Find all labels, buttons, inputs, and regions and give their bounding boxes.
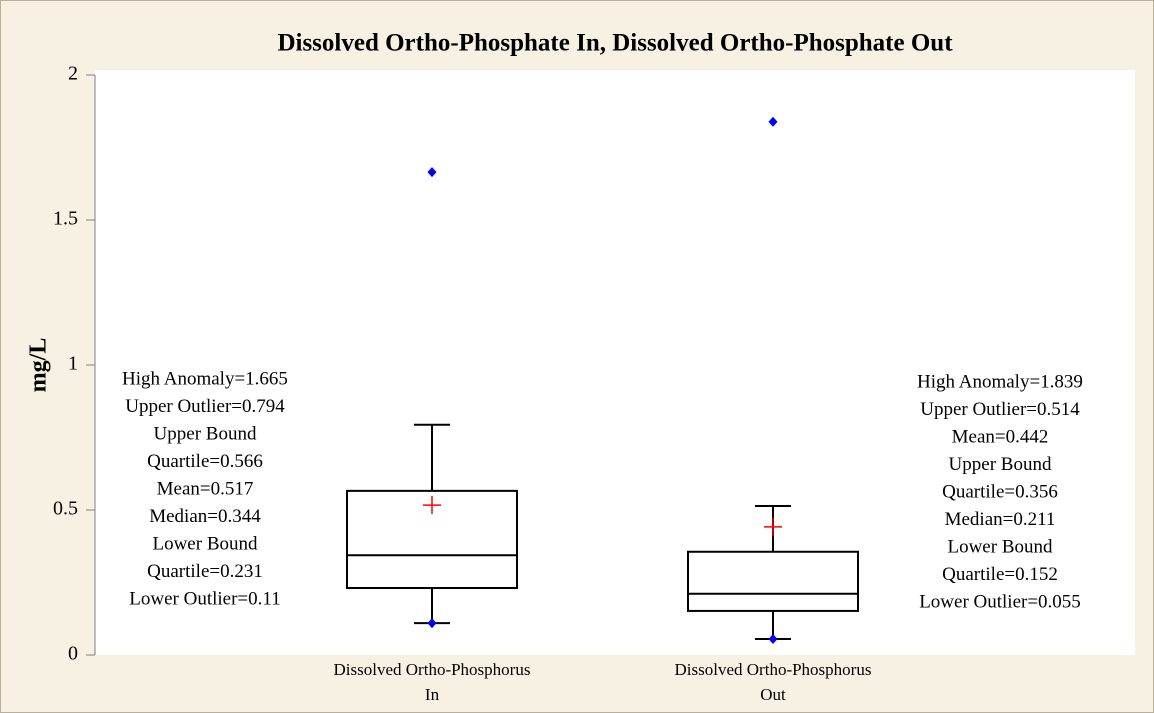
annotation: Median=0.344: [149, 506, 261, 527]
y-axis-label: mg/L: [26, 338, 52, 393]
annotation: Upper Bound: [154, 423, 257, 444]
x-tick-label: Dissolved Ortho-Phosphorus In: [333, 660, 531, 704]
y-tick-label: 2: [68, 63, 78, 85]
y-tick-label: 1: [68, 353, 78, 375]
annotation: Upper Outlier=0.794: [125, 396, 285, 417]
annotation: High Anomaly=1.665: [122, 368, 288, 389]
x-tick-label: Dissolved Ortho-Phosphorus Out: [674, 660, 872, 704]
mean-marker: [423, 496, 441, 515]
annotation: Upper Outlier=0.514: [920, 399, 1080, 420]
y-tick-label: 1.5: [53, 208, 78, 230]
point: [768, 116, 778, 127]
annotation: Mean=0.517: [157, 478, 254, 499]
annotation: Quartile=0.566: [147, 451, 263, 472]
annotation: Upper Bound: [949, 454, 1052, 475]
point: [427, 618, 437, 629]
annotation: High Anomaly=1.839: [917, 371, 1083, 392]
y-tick-label: 0.5: [53, 498, 78, 520]
point: [768, 634, 778, 645]
point: [427, 167, 437, 178]
box: [687, 550, 859, 612]
annotation: Quartile=0.356: [942, 481, 1058, 502]
box: [346, 489, 518, 590]
y-tick-label: 0: [68, 643, 78, 665]
annotation: Lower Outlier=0.055: [919, 591, 1081, 612]
annotation: Lower Bound: [947, 536, 1053, 557]
mean-marker: [764, 517, 782, 536]
annotation: Mean=0.442: [952, 426, 1049, 447]
annotation: Lower Bound: [152, 533, 258, 554]
annotation: Quartile=0.231: [147, 561, 263, 582]
annotation: Median=0.211: [945, 509, 1056, 530]
annotation: Quartile=0.152: [942, 564, 1058, 585]
plot-area: [95, 70, 1135, 655]
annotation: Lower Outlier=0.11: [129, 588, 280, 609]
chart-title: Dissolved Ortho-Phosphate In, Dissolved …: [277, 30, 953, 57]
